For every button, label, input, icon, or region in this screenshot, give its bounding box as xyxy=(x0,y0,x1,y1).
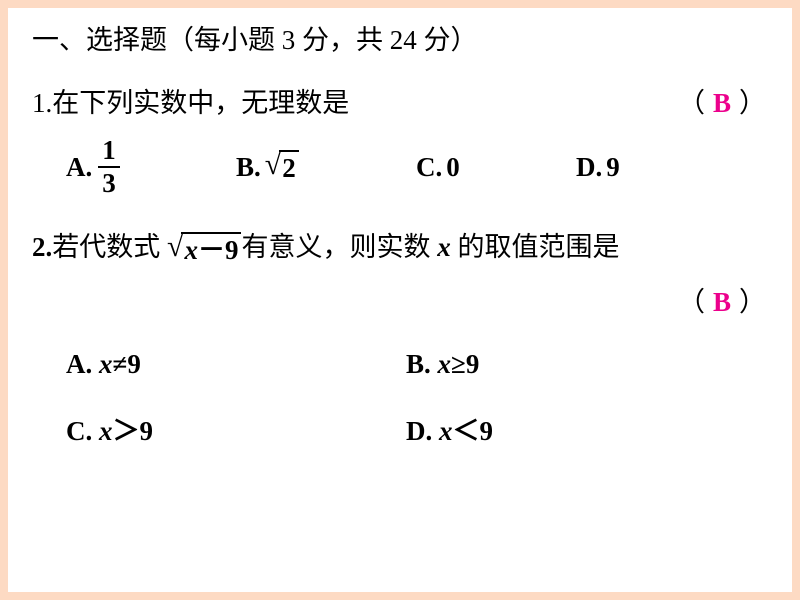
question-number: 1. xyxy=(32,88,52,118)
option-c: C. 0 xyxy=(416,147,576,188)
fraction-icon: 1 3 xyxy=(98,137,120,197)
question-1-stem: 1.在下列实数中，无理数是 xyxy=(32,83,678,124)
answer-slot: （ B ） xyxy=(678,83,768,124)
option-label: B. xyxy=(236,147,261,188)
option-label: B. xyxy=(406,349,431,379)
option-d: D. 9 xyxy=(576,147,620,188)
radicand: 2 xyxy=(279,150,299,184)
variable-x: x xyxy=(439,416,453,446)
variable-x: x xyxy=(99,416,113,446)
question-2-stem: 2.若代数式 √x－9有意义，则实数 x 的取值范围是 xyxy=(32,227,768,268)
relation: ≥ xyxy=(451,349,466,379)
stem-mid: 有意义，则实数 xyxy=(241,232,437,262)
option-label: D. xyxy=(406,416,432,446)
radicand-rest: －9 xyxy=(198,235,239,265)
variable-x: x xyxy=(437,232,451,262)
option-value: 0 xyxy=(446,147,460,188)
option-label: C. xyxy=(416,147,442,188)
rhs: 9 xyxy=(480,416,494,446)
stem-pre: 若代数式 xyxy=(52,232,167,262)
option-label: A. xyxy=(66,349,92,379)
variable-x: x xyxy=(438,349,452,379)
option-label: A. xyxy=(66,147,92,188)
fraction-denominator: 3 xyxy=(98,166,120,197)
sqrt-icon: √x－9 xyxy=(167,232,241,266)
paren-close: ） xyxy=(739,83,768,124)
answer-letter: B xyxy=(707,83,739,124)
answer-letter: B xyxy=(707,282,739,323)
stem-post: 的取值范围是 xyxy=(451,232,620,262)
radicand: x－9 xyxy=(181,232,241,266)
relation: ＞ xyxy=(113,416,140,446)
question-number: 2. xyxy=(32,232,52,262)
question-1-options: A. 1 3 B. √ 2 C. 0 D. 9 xyxy=(66,137,768,197)
rhs: 9 xyxy=(140,416,154,446)
option-value: 9 xyxy=(606,147,620,188)
question-2-options: A. x≠9 B. x≥9 C. x＞9 D. x＜9 xyxy=(66,344,768,451)
sqrt-icon: √ 2 xyxy=(265,150,299,184)
option-c: C. x＞9 xyxy=(66,411,406,452)
option-d: D. x＜9 xyxy=(406,411,768,452)
section-heading: 一、选择题（每小题 3 分，共 24 分） xyxy=(32,20,768,61)
rhs: 9 xyxy=(466,349,480,379)
question-1-line: 1.在下列实数中，无理数是 （ B ） xyxy=(32,83,768,124)
variable-x: x xyxy=(99,349,113,379)
paren-open: （ xyxy=(678,83,707,124)
option-label: C. xyxy=(66,416,92,446)
paren-open: （ xyxy=(678,282,707,323)
question-text: 在下列实数中，无理数是 xyxy=(52,88,349,118)
paren-close: ） xyxy=(739,282,768,323)
relation: ＜ xyxy=(453,416,480,446)
relation: ≠ xyxy=(113,349,128,379)
rhs: 9 xyxy=(127,349,141,379)
option-a: A. 1 3 xyxy=(66,137,236,197)
variable-x: x xyxy=(184,235,198,265)
answer-slot: （ B ） xyxy=(678,282,768,323)
answer-slot-row: （ B ） xyxy=(32,282,768,323)
worksheet-page: 一、选择题（每小题 3 分，共 24 分） 1.在下列实数中，无理数是 （ B … xyxy=(8,8,792,592)
option-b: B. √ 2 xyxy=(236,147,416,188)
fraction-numerator: 1 xyxy=(98,137,120,166)
option-label: D. xyxy=(576,147,602,188)
option-b: B. x≥9 xyxy=(406,344,768,385)
option-a: A. x≠9 xyxy=(66,344,406,385)
